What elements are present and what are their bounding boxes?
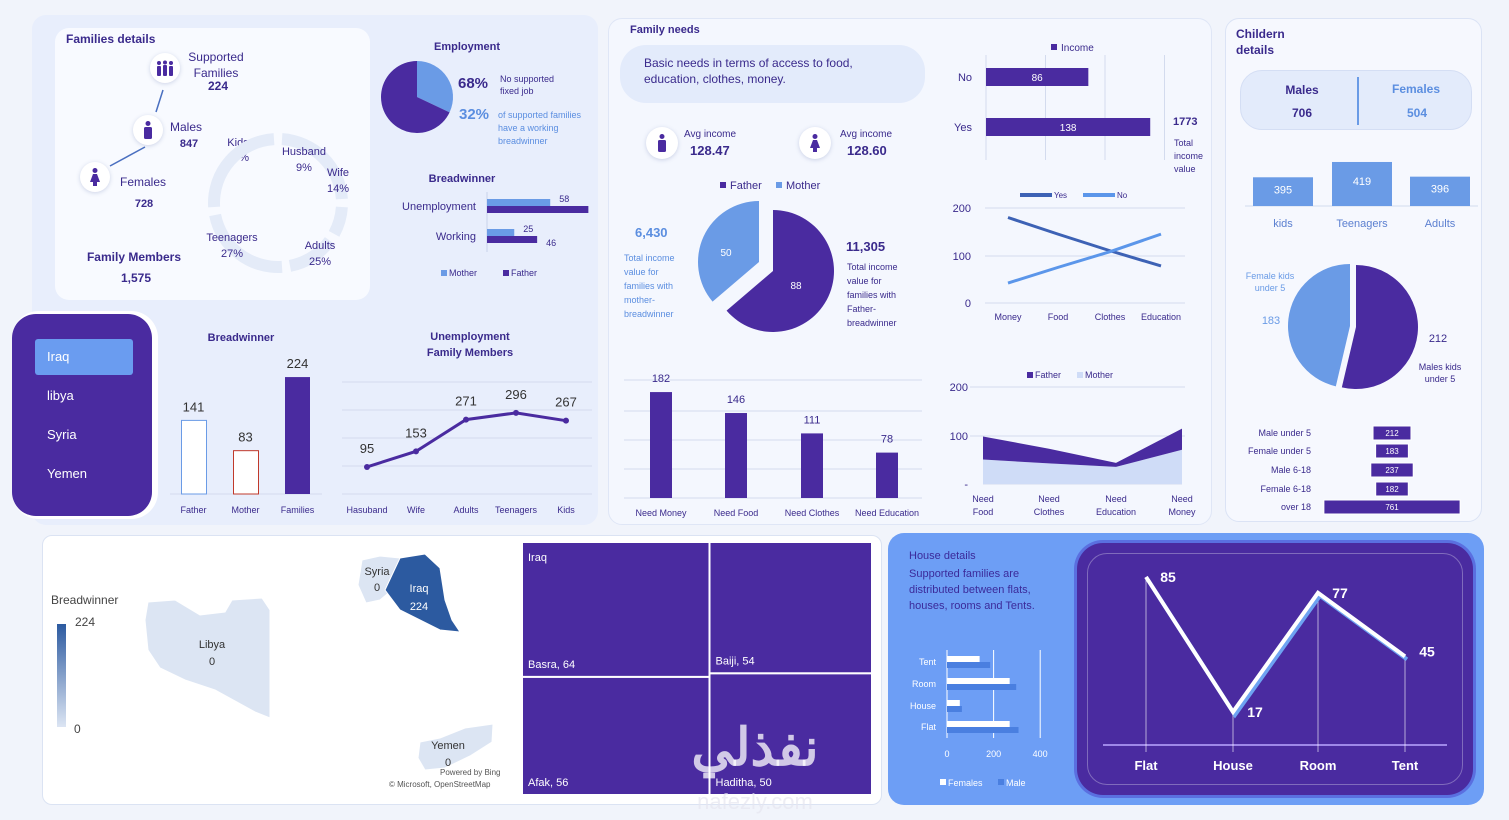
- families-title: Families details: [66, 32, 156, 46]
- slicer-item-syria[interactable]: Syria: [47, 427, 77, 442]
- mother-total-text: Total income value for families with mot…: [624, 253, 675, 319]
- mother-total-value: 6,430: [635, 225, 668, 240]
- children-females-label: Females: [1391, 82, 1441, 96]
- mother-avg-value: 128.60: [847, 143, 887, 158]
- mother-avg-label: Avg income: [840, 129, 893, 140]
- map-legend-min: 0: [74, 722, 81, 736]
- employment-title: Employment: [433, 41, 501, 53]
- house-description: Supported families are distributed betwe…: [909, 568, 1035, 612]
- males-value: 847: [179, 138, 199, 150]
- needs-description-box: [620, 45, 925, 103]
- watermark-logo: نفذلي: [691, 719, 819, 777]
- males-label: Males: [169, 120, 203, 134]
- supported-families-value: 224: [207, 79, 229, 93]
- employment-main-pct: 68%: [458, 75, 489, 92]
- house-title: House details: [909, 550, 976, 562]
- house-line-panel: [1077, 543, 1473, 795]
- map-attribution-1: Powered by Bing: [440, 768, 501, 777]
- children-title: Childern details: [1236, 27, 1285, 57]
- employment-main-text: No supported fixed job: [500, 74, 555, 96]
- slicer-item-libya[interactable]: libya: [47, 388, 74, 403]
- employment-sub-text: of supported families have a working bre…: [498, 110, 582, 146]
- father-avg-value: 128.47: [690, 143, 730, 158]
- unemployment-title-1: Unemployment: [430, 331, 510, 343]
- employment-sub-pct: 32%: [459, 106, 490, 123]
- map-legend-title: Breadwinner: [51, 593, 119, 607]
- supported-families-label: Supported Families: [188, 50, 244, 80]
- total-income-text: Total income value: [1174, 138, 1204, 174]
- children-females-value: 504: [1406, 106, 1428, 120]
- females-label: Females: [119, 175, 167, 189]
- needs-description: Basic needs in terms of access to food, …: [644, 56, 853, 86]
- connector-lines: [109, 89, 164, 167]
- family-needs-title: Family needs: [630, 24, 700, 36]
- mother-icon: [799, 127, 831, 159]
- family-icon: [150, 53, 180, 83]
- children-gender-box: [1240, 70, 1472, 130]
- watermark-site: nafezly.com: [697, 789, 813, 814]
- breadwinner-bar-title: Breadwinner: [207, 332, 275, 344]
- unemployment-title-2: Family Members: [426, 347, 514, 359]
- breadwinner-hbar-title: Breadwinner: [428, 173, 496, 185]
- total-income-value: 1773: [1173, 116, 1198, 128]
- children-males-value: 706: [1291, 106, 1313, 120]
- family-members-label: Family Members: [86, 250, 182, 264]
- map-legend-max: 224: [75, 615, 96, 629]
- male-icon: [133, 115, 163, 145]
- family-members-value: 1,575: [120, 271, 152, 285]
- father-total-text: Total income value for families with Fat…: [847, 262, 898, 328]
- female-icon: [80, 162, 110, 192]
- father-icon: [646, 127, 678, 159]
- children-males-label: Males: [1285, 83, 1319, 97]
- divider: [1357, 77, 1359, 125]
- father-total-value: 11,305: [846, 239, 886, 254]
- slicer-item-iraq[interactable]: Iraq: [35, 339, 133, 375]
- slicer-item-yemen[interactable]: Yemen: [47, 466, 87, 481]
- females-value: 728: [134, 198, 154, 210]
- map-attribution-2: © Microsoft, OpenStreetMap: [389, 780, 491, 789]
- father-avg-label: Avg income: [684, 129, 737, 140]
- map-legend-gradient: [57, 624, 66, 727]
